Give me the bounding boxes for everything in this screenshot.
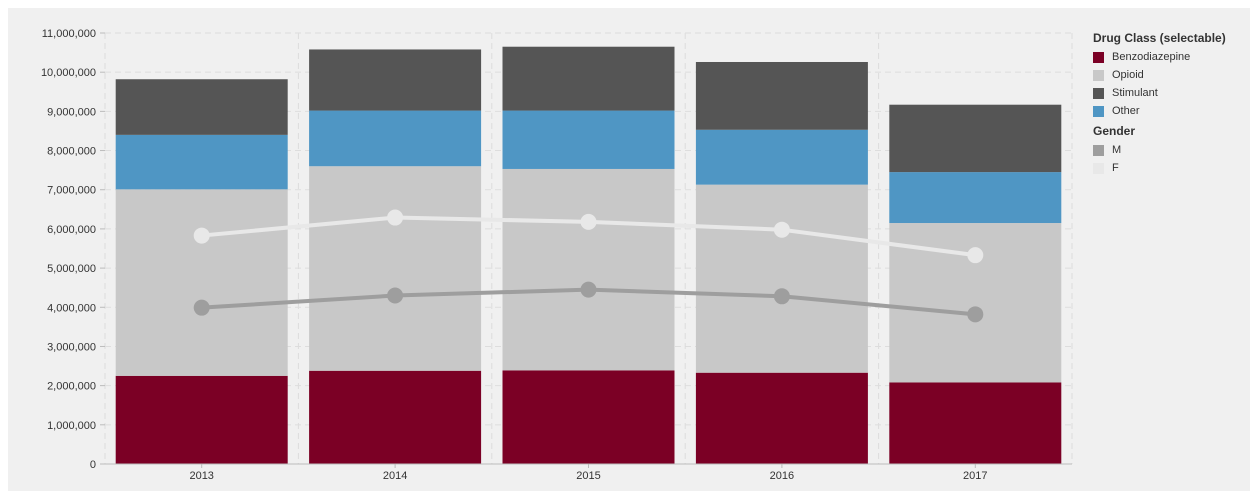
bar-benzodiazepine-2014[interactable] <box>309 370 482 464</box>
legend-item-f[interactable]: F <box>1093 159 1248 177</box>
bar-benzodiazepine-2016[interactable] <box>695 372 868 464</box>
legend-item-stimulant[interactable]: Stimulant <box>1093 84 1248 102</box>
legend-label-benzodiazepine: Benzodiazepine <box>1112 51 1191 63</box>
legend-swatch-other <box>1093 105 1104 117</box>
point-m-2013[interactable] <box>193 299 210 316</box>
y-tick-label: 10,000,000 <box>41 67 96 79</box>
y-tick-label: 8,000,000 <box>47 146 96 158</box>
bar-benzodiazepine-2015[interactable] <box>502 370 675 464</box>
y-tick-label: 9,000,000 <box>47 106 96 118</box>
point-f-2016[interactable] <box>773 221 790 238</box>
bar-benzodiazepine-2013[interactable] <box>115 375 288 464</box>
bar-opioid-2015[interactable] <box>502 168 675 371</box>
x-tick-label-2014: 2014 <box>383 470 407 482</box>
legend-label-f: F <box>1112 162 1119 174</box>
y-tick-label: 2,000,000 <box>47 381 96 393</box>
point-f-2015[interactable] <box>580 213 597 230</box>
bar-stimulant-2017[interactable] <box>889 104 1062 173</box>
bar-stimulant-2014[interactable] <box>309 49 482 111</box>
point-f-2013[interactable] <box>193 227 210 244</box>
legend-label-opioid: Opioid <box>1112 69 1144 81</box>
legend-item-m[interactable]: M <box>1093 141 1248 159</box>
bars <box>115 46 1062 464</box>
bar-opioid-2016[interactable] <box>695 184 868 373</box>
bar-other-2015[interactable] <box>502 110 675 169</box>
legend-label-other: Other <box>1112 105 1140 117</box>
legend-swatch-m <box>1093 144 1104 156</box>
legend-item-benzodiazepine[interactable]: Benzodiazepine <box>1093 48 1248 66</box>
bar-opioid-2014[interactable] <box>309 166 482 371</box>
gender-lines <box>193 209 984 323</box>
legend-item-opioid[interactable]: Opioid <box>1093 66 1248 84</box>
legend-swatch-stimulant <box>1093 87 1104 99</box>
point-m-2017[interactable] <box>967 306 984 323</box>
legend-label-stimulant: Stimulant <box>1112 87 1158 99</box>
legend: Drug Class (selectable) Benzodiazepine O… <box>1093 31 1248 177</box>
y-tick-label: 5,000,000 <box>47 263 96 275</box>
y-tick-label: 0 <box>90 459 96 471</box>
x-axis-ticks: 2013 2014 2015 2016 2017 <box>105 463 1072 482</box>
point-m-2015[interactable] <box>580 281 597 298</box>
point-m-2016[interactable] <box>773 288 790 305</box>
point-f-2014[interactable] <box>387 209 404 226</box>
x-tick-label-2016: 2016 <box>770 470 794 482</box>
bar-other-2016[interactable] <box>695 129 868 185</box>
x-tick-label-2017: 2017 <box>963 470 987 482</box>
point-f-2017[interactable] <box>967 247 984 264</box>
legend-swatch-f <box>1093 162 1104 174</box>
legend-swatch-benzodiazepine <box>1093 51 1104 63</box>
legend-swatch-opioid <box>1093 69 1104 81</box>
y-axis-ticks: 0 1,000,000 2,000,000 3,000,000 4,000,000 5,0… <box>41 28 105 471</box>
bar-benzodiazepine-2017[interactable] <box>889 382 1062 464</box>
y-tick-label: 3,000,000 <box>47 341 96 353</box>
bar-other-2017[interactable] <box>889 172 1062 224</box>
bar-other-2013[interactable] <box>115 134 288 190</box>
legend-title-gender: Gender <box>1093 124 1136 138</box>
x-tick-label-2015: 2015 <box>576 470 600 482</box>
y-tick-label: 6,000,000 <box>47 224 96 236</box>
y-tick-label: 11,000,000 <box>42 28 96 40</box>
bar-stimulant-2016[interactable] <box>695 61 868 130</box>
bar-opioid-2013[interactable] <box>115 189 288 376</box>
legend-item-other[interactable]: Other <box>1093 102 1248 120</box>
y-tick-label: 4,000,000 <box>47 302 96 314</box>
bar-stimulant-2015[interactable] <box>502 46 675 111</box>
legend-title-drug-class: Drug Class (selectable) <box>1093 31 1226 45</box>
x-tick-label-2013: 2013 <box>189 470 213 482</box>
point-m-2014[interactable] <box>387 287 404 304</box>
bar-other-2014[interactable] <box>309 110 482 167</box>
bar-stimulant-2013[interactable] <box>115 79 288 135</box>
y-tick-label: 1,000,000 <box>47 420 96 432</box>
legend-label-m: M <box>1112 144 1122 156</box>
y-tick-label: 7,000,000 <box>47 185 96 197</box>
